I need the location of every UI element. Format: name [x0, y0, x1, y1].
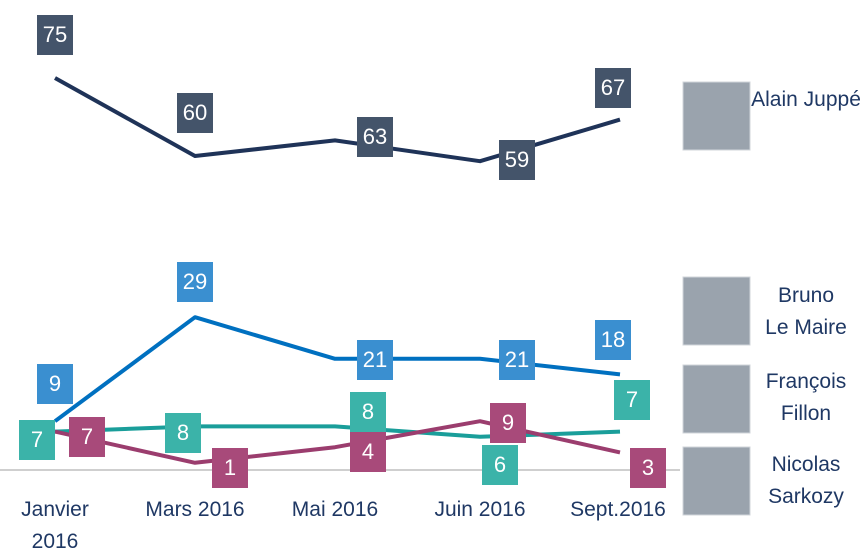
- x-tick-label: Janvier 2016: [15, 494, 95, 557]
- x-tick-label: Mars 2016: [125, 494, 265, 526]
- value-label: 7: [626, 387, 638, 412]
- legend-label: Alain Juppé: [750, 84, 862, 116]
- value-label: 60: [183, 100, 207, 125]
- value-label: 59: [505, 147, 529, 172]
- value-label: 8: [177, 420, 189, 445]
- value-label: 67: [601, 75, 625, 100]
- value-label: 6: [494, 452, 506, 477]
- legend-photo: [683, 365, 750, 433]
- series-line: [55, 317, 620, 421]
- x-tick-label: Sept.2016: [548, 494, 688, 526]
- value-label: 7: [31, 427, 43, 452]
- value-label: 7: [81, 424, 93, 449]
- value-label: 1: [224, 455, 236, 480]
- value-label: 8: [362, 399, 374, 424]
- value-label: 21: [505, 347, 529, 372]
- legend-photo: [683, 277, 750, 345]
- series-line: [55, 78, 620, 161]
- value-label: 29: [183, 269, 207, 294]
- value-label: 3: [642, 455, 654, 480]
- chart: 75606359679292121187886771493 Janvier 20…: [0, 0, 865, 557]
- value-label: 21: [363, 347, 387, 372]
- legend-label: François Fillon: [750, 366, 862, 430]
- value-label: 4: [362, 439, 374, 464]
- plot-area: 75606359679292121187886771493: [0, 0, 865, 557]
- legend-label: Nicolas Sarkozy: [750, 449, 862, 513]
- value-label: 18: [601, 327, 625, 352]
- x-tick-label: Mai 2016: [265, 494, 405, 526]
- value-label: 9: [49, 371, 61, 396]
- value-label: 75: [43, 22, 67, 47]
- legend-photo: [683, 82, 750, 150]
- x-tick-label: Juin 2016: [410, 494, 550, 526]
- value-label: 9: [502, 410, 514, 435]
- legend-photo: [683, 447, 750, 515]
- value-label: 63: [363, 124, 387, 149]
- legend-label: Bruno Le Maire: [750, 280, 862, 344]
